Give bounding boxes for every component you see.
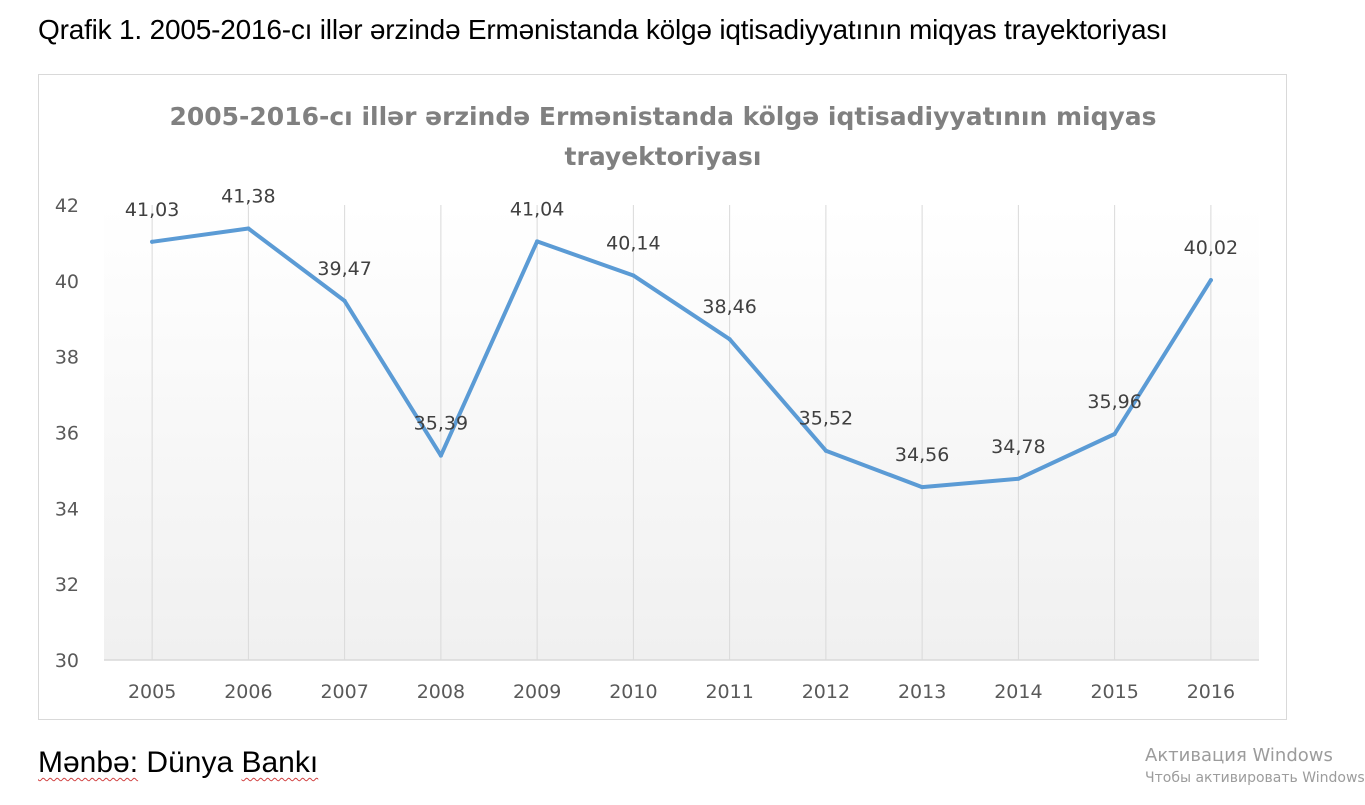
data-label-2008: 35,39 <box>414 413 468 435</box>
watermark-line-1: Активация Windows <box>1145 745 1333 766</box>
source-name-word-1: Dünya <box>146 746 234 779</box>
data-label-2007: 39,47 <box>317 258 371 280</box>
y-tick-label: 40 <box>55 271 79 293</box>
x-tick-label: 2006 <box>224 681 272 703</box>
x-tick-label: 2009 <box>513 681 561 703</box>
windows-activation-watermark: Активация Windows Чтобы активировать Win… <box>1145 745 1365 786</box>
x-axis-ticks: 2005 2006 2007 2008 2009 2010 2011 2012 2013 2014… <box>128 681 1235 703</box>
data-point-2008 <box>438 453 443 458</box>
y-tick-label: 38 <box>55 347 79 369</box>
data-point-2016 <box>1208 278 1213 283</box>
data-label-2015: 35,96 <box>1087 391 1141 413</box>
data-point-2013 <box>920 485 925 490</box>
line-chart: 2005-2016-cı illər ərzində Ermənistanda … <box>55 102 1259 703</box>
source-note: Mənbə: Dünya Bankı <box>38 746 318 780</box>
plot-background <box>104 205 1259 660</box>
watermark-line-2: Чтобы активировать Windows, г <box>1145 770 1365 786</box>
data-label-2011: 38,46 <box>702 296 756 318</box>
x-tick-label: 2008 <box>417 681 465 703</box>
chart-area: 2005-2016-cı illər ərzində Ermənistanda … <box>38 74 1287 720</box>
data-label-2014: 34,78 <box>991 436 1045 458</box>
x-tick-label: 2016 <box>1187 681 1235 703</box>
data-point-2015 <box>1112 432 1117 437</box>
data-point-2006 <box>246 226 251 231</box>
data-label-2010: 40,14 <box>606 233 660 255</box>
x-tick-label: 2005 <box>128 681 176 703</box>
data-label-2013: 34,56 <box>895 444 949 466</box>
y-tick-label: 30 <box>55 650 79 672</box>
x-tick-label: 2013 <box>898 681 946 703</box>
x-tick-label: 2014 <box>994 681 1042 703</box>
data-label-2006: 41,38 <box>221 186 275 208</box>
data-label-2012: 35,52 <box>799 408 853 430</box>
data-point-2010 <box>631 273 636 278</box>
y-axis-ticks: 30 32 34 36 38 40 42 <box>55 195 79 672</box>
y-tick-label: 36 <box>55 423 79 445</box>
y-tick-label: 32 <box>55 574 79 596</box>
data-point-2009 <box>535 239 540 244</box>
source-name-word-2: Bankı <box>241 746 319 779</box>
x-tick-label: 2011 <box>705 681 753 703</box>
data-label-2009: 41,04 <box>510 198 564 220</box>
data-labels: 41,03 41,38 39,47 35,39 41,04 40,14 38,46 35,52… <box>125 186 1238 490</box>
x-tick-label: 2010 <box>609 681 657 703</box>
chart-title-line-2: trayektoriyası <box>565 142 762 171</box>
data-point-2007 <box>342 298 347 303</box>
data-label-2016: 40,02 <box>1184 237 1238 259</box>
data-point-2014 <box>1016 476 1021 481</box>
source-label: Mənbə: <box>38 746 139 779</box>
y-tick-label: 42 <box>55 195 79 217</box>
series-line <box>150 226 1213 490</box>
x-tick-label: 2015 <box>1090 681 1138 703</box>
data-point-2012 <box>823 448 828 453</box>
data-point-2011 <box>727 337 732 342</box>
figure-caption: Qrafik 1. 2005-2016-cı illər ərzində Erm… <box>38 14 1168 45</box>
chart-title-line-1: 2005-2016-cı illər ərzində Ermənistanda … <box>169 102 1156 131</box>
y-tick-label: 34 <box>55 498 79 520</box>
data-label-2005: 41,03 <box>125 199 179 221</box>
data-point-2005 <box>150 239 155 244</box>
x-tick-label: 2012 <box>802 681 850 703</box>
x-tick-label: 2007 <box>320 681 368 703</box>
